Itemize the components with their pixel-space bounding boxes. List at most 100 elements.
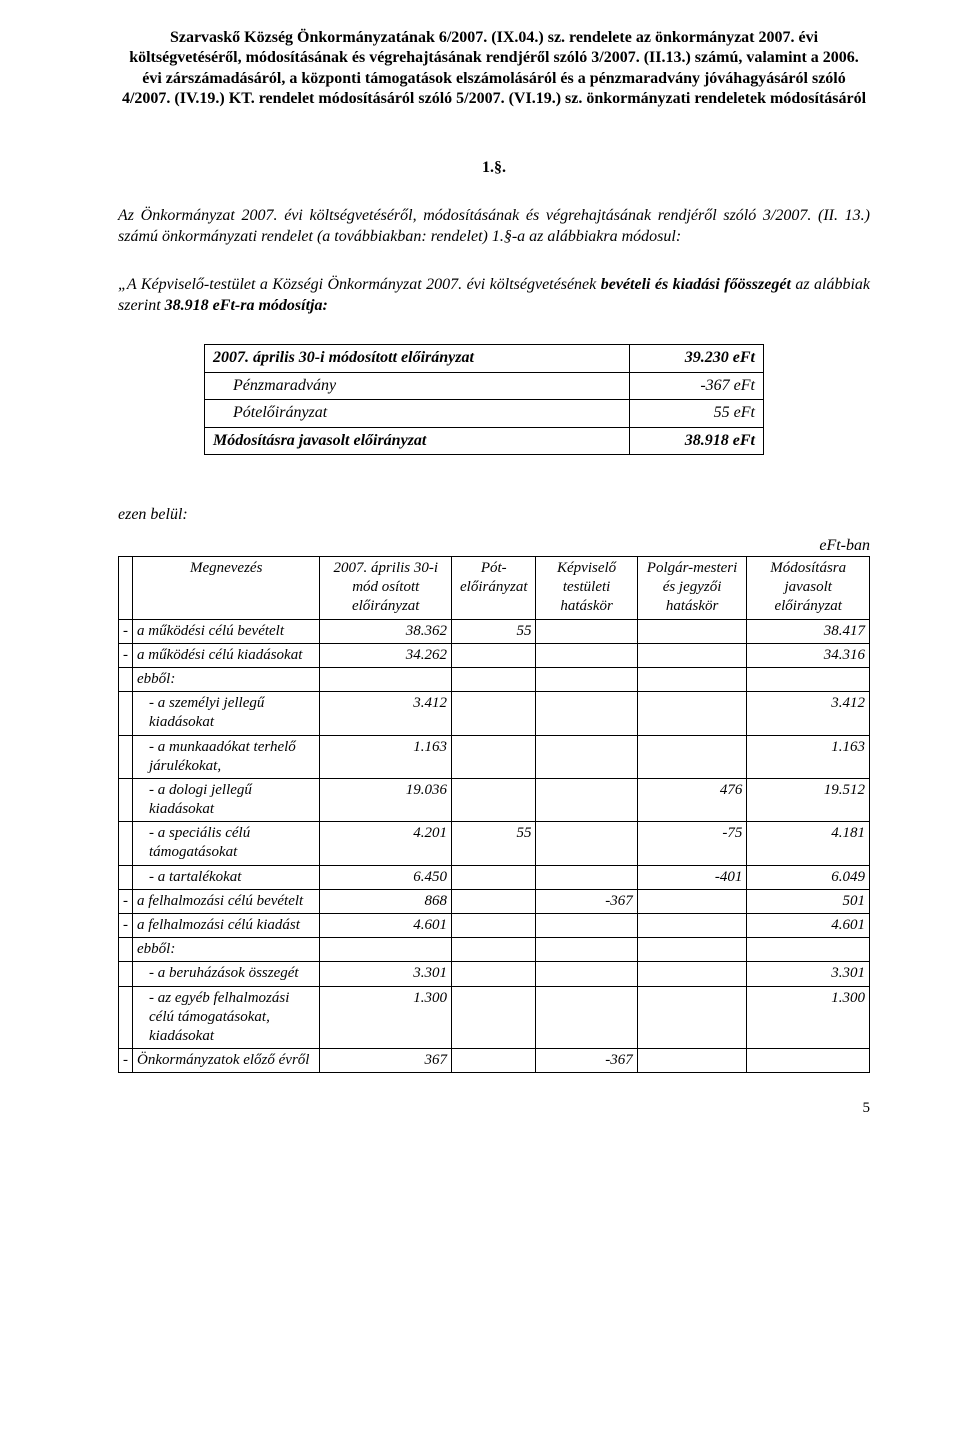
summary-table: 2007. április 30-i módosított előirányza… (204, 344, 764, 455)
detail-table-label: a felhalmozási célú bevételt (133, 889, 320, 913)
detail-table-header-row: Megnevezés2007. április 30-i mód osított… (119, 557, 870, 620)
detail-table-cell (536, 692, 637, 735)
detail-table-cell: 19.512 (747, 778, 870, 821)
detail-table-cell (320, 938, 452, 962)
detail-table-row: - az egyéb felhalmozási célú támogatások… (119, 986, 870, 1049)
detail-table-cell (637, 962, 747, 986)
detail-table-cell: 1.300 (747, 986, 870, 1049)
detail-table-cell (536, 986, 637, 1049)
detail-table-cell: 4.601 (320, 914, 452, 938)
summary-table-row: 2007. április 30-i módosított előirányza… (205, 345, 764, 372)
document-title: Szarvaskő Község Önkormányzatának 6/2007… (118, 28, 870, 110)
detail-table-row: - a munkaadókat terhelő járulékokat,1.16… (119, 735, 870, 778)
detail-table-row: -a működési célú kiadásokat34.26234.316 (119, 643, 870, 667)
detail-table-cell (452, 667, 536, 691)
detail-table-cell (536, 778, 637, 821)
detail-table-cell: 1.163 (747, 735, 870, 778)
detail-table-row: - a dologi jellegű kiadásokat19.03647619… (119, 778, 870, 821)
summary-table-value: 39.230 eFt (630, 345, 764, 372)
detail-table-label: - az egyéb felhalmozási célú támogatások… (133, 986, 320, 1049)
detail-table-cell: -367 (536, 1049, 637, 1073)
detail-table-cell (452, 778, 536, 821)
detail-table-label: - a dologi jellegű kiadásokat (133, 778, 320, 821)
detail-table-label: - a tartalékokat (133, 865, 320, 889)
detail-table-row: - a tartalékokat6.450-4016.049 (119, 865, 870, 889)
detail-table-cell (452, 986, 536, 1049)
summary-table-value: -367 eFt (630, 372, 764, 399)
detail-table-lead (119, 986, 133, 1049)
detail-table-cell (452, 938, 536, 962)
detail-table-header: Megnevezés (133, 557, 320, 620)
detail-table-cell (452, 889, 536, 913)
detail-table-header: Módosításra javasolt előirányzat (747, 557, 870, 620)
detail-table-cell (637, 938, 747, 962)
detail-table-cell (536, 822, 637, 865)
summary-table-row: Módosításra javasolt előirányzat38.918 e… (205, 427, 764, 454)
detail-table-cell (536, 643, 637, 667)
detail-table-cell (637, 735, 747, 778)
detail-table-row: -a felhalmozási célú bevételt868-367501 (119, 889, 870, 913)
detail-table-row: -a felhalmozási célú kiadást4.6014.601 (119, 914, 870, 938)
detail-table-cell (637, 643, 747, 667)
detail-table-cell (747, 667, 870, 691)
ezen-belul-label: ezen belül: (118, 505, 870, 525)
detail-table-cell (536, 735, 637, 778)
detail-table-lead: - (119, 619, 133, 643)
detail-table-label: a felhalmozási célú kiadást (133, 914, 320, 938)
detail-table-cell (452, 914, 536, 938)
detail-table-cell: 4.201 (320, 822, 452, 865)
detail-table-cell: 34.262 (320, 643, 452, 667)
detail-table-cell: -367 (536, 889, 637, 913)
detail-table-label: a működési célú kiadásokat (133, 643, 320, 667)
detail-table-row: - a speciális célú támogatásokat4.20155-… (119, 822, 870, 865)
detail-table-lead (119, 692, 133, 735)
detail-table-cell (637, 889, 747, 913)
detail-table-lead (119, 735, 133, 778)
detail-table-label: - a személyi jellegű kiadásokat (133, 692, 320, 735)
detail-table-cell: 3.301 (320, 962, 452, 986)
detail-table-cell (536, 914, 637, 938)
detail-table-header: Pót-előirányzat (452, 557, 536, 620)
detail-table-row: -Önkormányzatok előző évről367-367 (119, 1049, 870, 1073)
detail-table-cell (452, 643, 536, 667)
detail-table-lead (119, 865, 133, 889)
detail-table-lead (119, 778, 133, 821)
detail-table-cell (637, 619, 747, 643)
summary-table-label: Pótelőirányzat (205, 400, 630, 427)
detail-table-row: -a működési célú bevételt38.3625538.417 (119, 619, 870, 643)
detail-table-cell (452, 735, 536, 778)
detail-table-row: - a személyi jellegű kiadásokat3.4123.41… (119, 692, 870, 735)
section-number: 1.§. (118, 158, 870, 178)
summary-table-label: Módosításra javasolt előirányzat (205, 427, 630, 454)
detail-table-cell (536, 619, 637, 643)
page-number: 5 (118, 1099, 870, 1118)
detail-table-cell: 55 (452, 822, 536, 865)
detail-table-label: ebből: (133, 667, 320, 691)
detail-table-cell (320, 667, 452, 691)
summary-table-label: 2007. április 30-i módosított előirányza… (205, 345, 630, 372)
detail-table-cell (637, 692, 747, 735)
detail-table-header (119, 557, 133, 620)
detail-table-cell (747, 1049, 870, 1073)
detail-table-cell: 868 (320, 889, 452, 913)
paragraph-1: Az Önkormányzat 2007. évi költségvetésér… (118, 206, 870, 247)
detail-table-header: Polgár-mesteri és jegyzői hatáskör (637, 557, 747, 620)
summary-table-value: 38.918 eFt (630, 427, 764, 454)
detail-table-cell (637, 1049, 747, 1073)
detail-table-cell: 4.601 (747, 914, 870, 938)
detail-table-label: - a speciális célú támogatásokat (133, 822, 320, 865)
detail-table-cell: 3.412 (320, 692, 452, 735)
detail-table-cell (536, 938, 637, 962)
detail-table: Megnevezés2007. április 30-i mód osított… (118, 556, 870, 1073)
para2-text-a: „A Képviselő-testület a Községi Önkormán… (118, 276, 601, 293)
detail-table-cell (452, 1049, 536, 1073)
detail-table-cell: 38.362 (320, 619, 452, 643)
detail-table-cell (536, 667, 637, 691)
detail-table-label: - a beruházások összegét (133, 962, 320, 986)
detail-table-cell: -401 (637, 865, 747, 889)
detail-table-cell: 3.412 (747, 692, 870, 735)
detail-table-cell: 3.301 (747, 962, 870, 986)
summary-table-wrap: 2007. április 30-i módosított előirányza… (204, 344, 870, 455)
detail-table-lead (119, 667, 133, 691)
detail-table-cell (637, 986, 747, 1049)
